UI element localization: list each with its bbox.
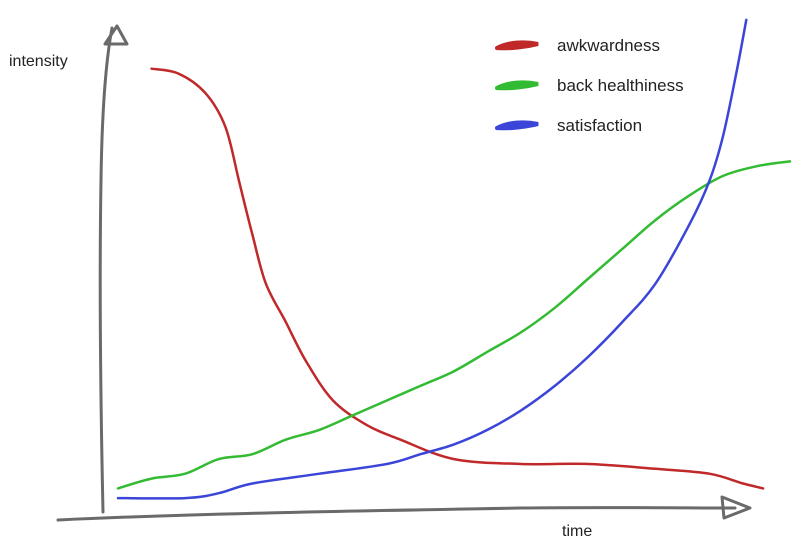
axes: intensity time [9, 24, 752, 540]
series-line-back-healthiness [116, 160, 792, 490]
y-axis-label: intensity [9, 53, 68, 70]
series-line-awkwardness [150, 67, 765, 490]
legend-swatch [495, 80, 539, 91]
legend-label: satisfaction [557, 116, 642, 135]
legend: awkwardness back healthiness satisfaction [495, 36, 684, 135]
x-axis-arrow [720, 495, 752, 520]
legend-swatch [495, 40, 539, 51]
legend-label: awkwardness [557, 36, 660, 55]
x-axis-line [56, 506, 737, 522]
series-layer [116, 18, 792, 500]
legend-item: awkwardness [495, 36, 660, 55]
series-line-satisfaction [116, 18, 748, 500]
legend-item: back healthiness [495, 76, 684, 95]
y-axis-line [98, 26, 114, 514]
legend-label: back healthiness [557, 76, 684, 95]
y-axis-arrow [103, 24, 129, 46]
legend-swatch [495, 120, 539, 131]
legend-item: satisfaction [495, 116, 642, 135]
x-axis-label: time [562, 523, 592, 540]
